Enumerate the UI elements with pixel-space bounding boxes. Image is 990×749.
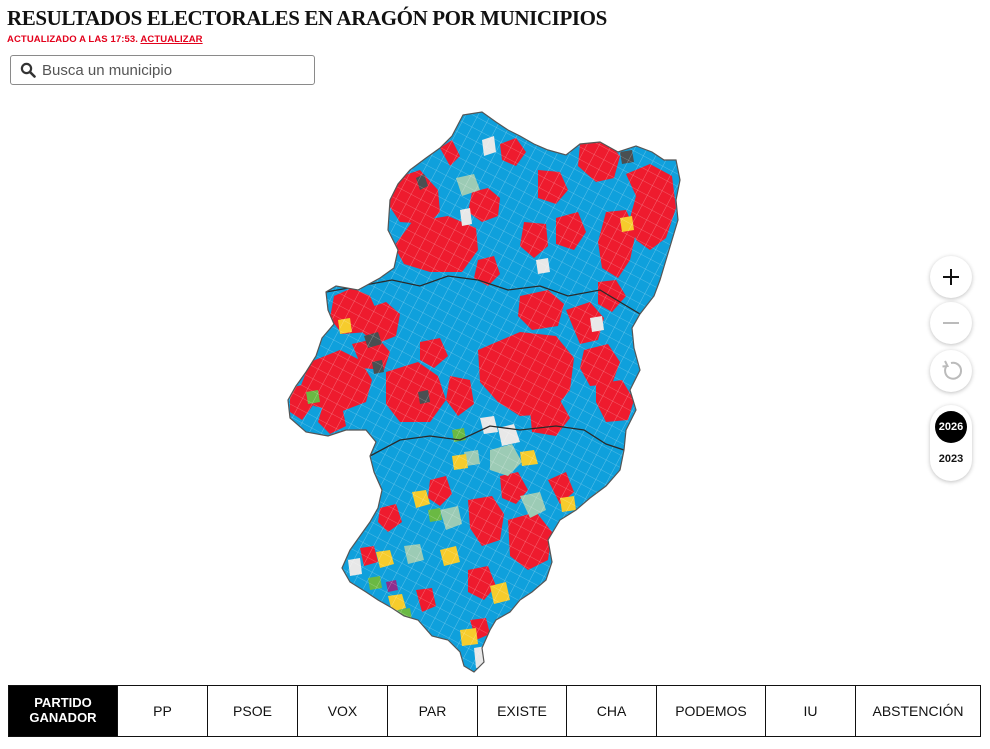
aragon-map[interactable] — [0, 100, 900, 680]
province-border-huesca-zaragoza — [325, 275, 641, 315]
search-box[interactable] — [10, 55, 315, 85]
page-title: RESULTADOS ELECTORALES EN ARAGÓN POR MUN… — [7, 6, 607, 30]
tab-podemos[interactable]: PODEMOS — [656, 686, 765, 736]
tab-partido-ganador[interactable]: PARTIDO GANADOR — [9, 686, 117, 736]
zoom-out-button[interactable] — [930, 302, 972, 344]
update-status: ACTUALIZADO A LAS 17:53. ACTUALIZAR — [7, 34, 203, 45]
province-border-zaragoza-teruel — [369, 425, 625, 457]
zoom-in-button[interactable] — [930, 256, 972, 298]
minus-icon — [943, 322, 959, 324]
tab-abstencion[interactable]: ABSTENCIÓN — [855, 686, 980, 736]
map-container[interactable] — [0, 100, 900, 680]
search-input[interactable] — [42, 61, 292, 79]
tab-vox[interactable]: VOX — [297, 686, 387, 736]
refresh-link[interactable]: ACTUALIZAR — [140, 34, 203, 45]
tab-iu[interactable]: IU — [765, 686, 855, 736]
year-selector[interactable]: 2026 2023 — [930, 405, 972, 481]
party-tabs[interactable]: PARTIDO GANADOR PP PSOE VOX PAR EXISTE C… — [8, 685, 981, 737]
tab-existe[interactable]: EXISTE — [477, 686, 566, 736]
year-2026-button[interactable]: 2026 — [935, 411, 967, 443]
update-time-text: ACTUALIZADO A LAS 17:53. — [7, 34, 139, 45]
reset-view-button[interactable] — [930, 350, 972, 392]
tab-par[interactable]: PAR — [387, 686, 477, 736]
year-2023-button[interactable]: 2023 — [938, 453, 964, 465]
tab-psoe[interactable]: PSOE — [207, 686, 297, 736]
search-icon — [20, 62, 36, 78]
municipality-borders — [288, 112, 680, 672]
tab-cha[interactable]: CHA — [566, 686, 656, 736]
reset-icon — [942, 360, 962, 380]
tab-pp[interactable]: PP — [117, 686, 207, 736]
plus-icon — [943, 269, 959, 285]
